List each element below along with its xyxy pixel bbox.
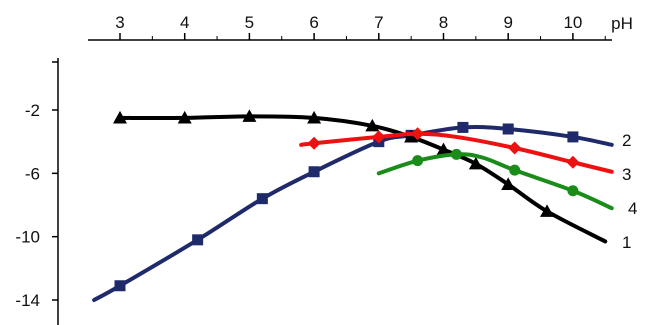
series-1-point [242,109,257,122]
y-tick-label: -2 [25,101,40,120]
series-1-point [404,129,419,143]
series-label-4: 4 [628,199,637,218]
series-2-point [457,121,469,133]
series-label-2: 2 [622,131,631,150]
series-3 [299,127,614,174]
x-tick-label: 9 [503,13,512,32]
series-2-point [502,123,514,135]
y-tick-label: -10 [15,228,40,247]
series-1-point [113,110,127,124]
series-2 [92,121,614,302]
series-4-point [412,155,424,167]
series-1-point [540,204,555,217]
x-tick-label: 8 [439,13,448,32]
series-label-1: 1 [622,233,631,252]
series-2-point [256,193,268,205]
x-tick-label: 10 [563,13,582,32]
series-1-point [468,156,483,170]
y-tick-label: -6 [25,164,40,183]
series-1-point [365,118,380,132]
series-4-point [567,185,579,197]
series-4-point [450,148,462,160]
x-tick-label: 5 [245,13,254,32]
labels-layer: 1 2 3 4 [622,131,637,252]
series-4 [376,148,614,211]
axes: 3 4 5 6 7 8 9 10 pH -2 -6 -10 -14 [15,13,633,325]
series-3-point [372,130,386,144]
series-1-point [177,110,192,124]
series-label-3: 3 [622,165,631,184]
series-3-point [508,141,522,155]
series-layer [92,109,614,302]
series-1 [113,109,608,244]
series-3-point [566,155,580,169]
y-tick-label: -14 [15,291,40,310]
series-4-point [509,164,521,176]
series-1-point [501,177,516,191]
series-2-point [192,234,204,246]
x-tick-label: 4 [180,13,189,32]
x-tick-label: 6 [309,13,318,32]
series-3-point [411,127,425,141]
series-2-point [308,166,320,178]
series-2-point [567,131,579,143]
x-axis-title: pH [611,14,633,33]
series-3-point [307,136,321,150]
series-2-point [114,280,126,292]
x-tick-label: 7 [374,13,383,32]
series-1-point [436,142,451,156]
x-tick-label: 3 [115,13,124,32]
series-1-point [307,110,322,124]
series-1-line [118,114,608,244]
